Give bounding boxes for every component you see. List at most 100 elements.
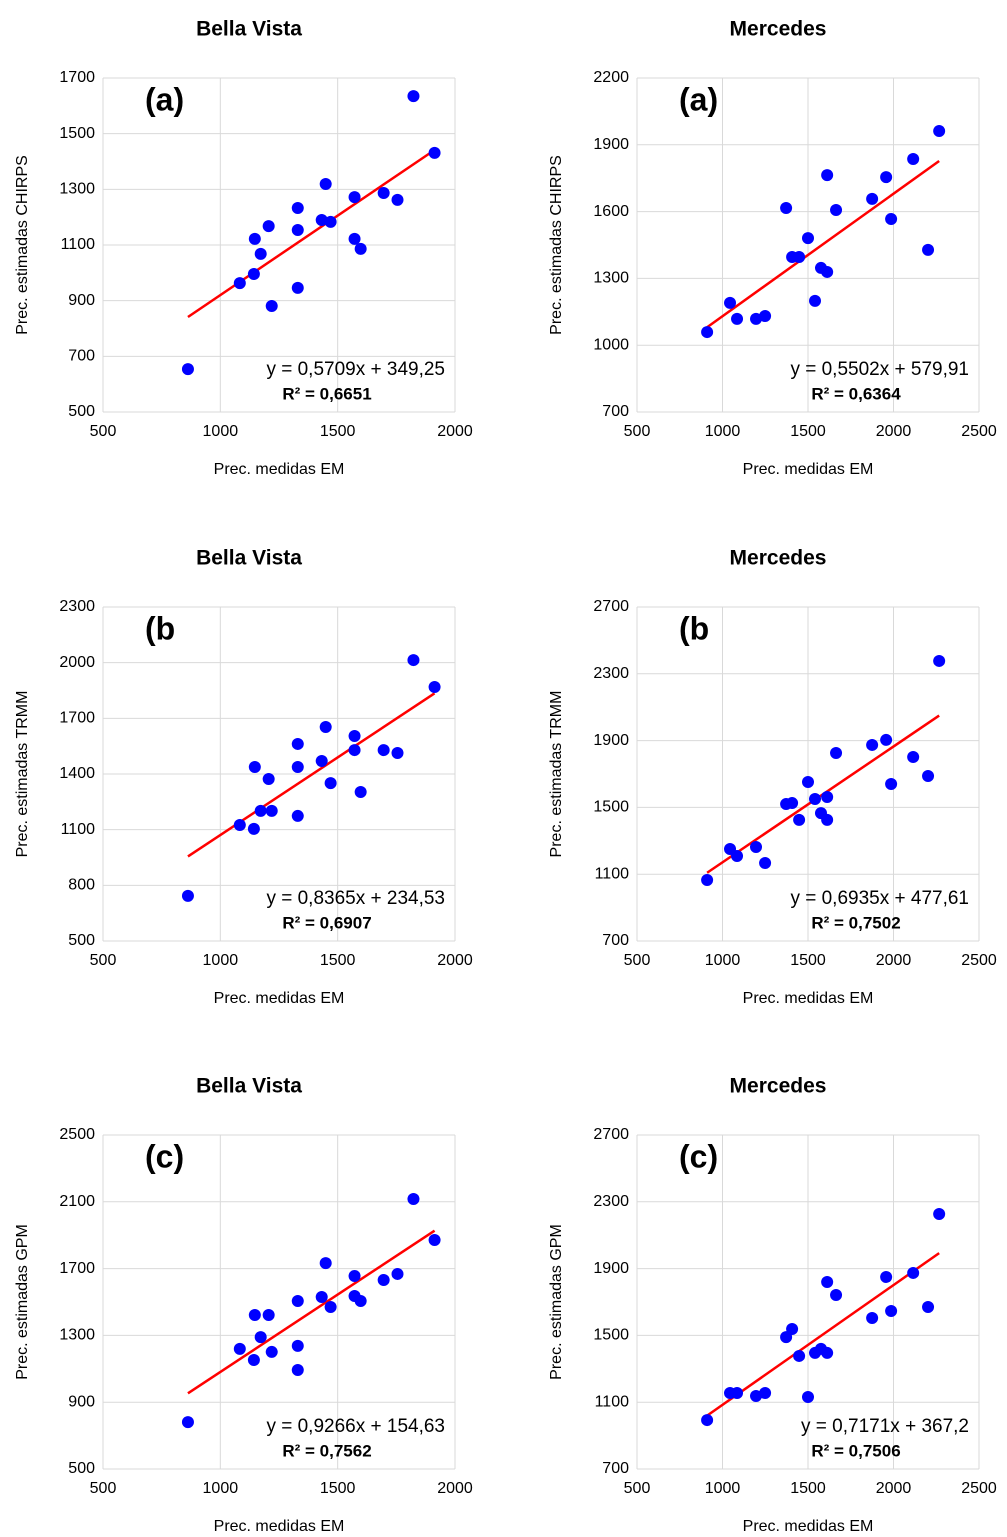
x-tick-label: 1500 — [790, 1480, 826, 1497]
x-axis-label: Prec. medidas EM — [214, 461, 345, 478]
chart-title: Bella Vista — [196, 547, 302, 570]
data-point — [701, 326, 714, 339]
x-tick-label: 500 — [90, 423, 117, 440]
trend-equation: y = 0,6935x + 477,61 — [790, 888, 969, 909]
y-tick-label: 1900 — [593, 732, 629, 749]
data-point — [759, 857, 772, 870]
y-tick-label: 700 — [602, 932, 629, 949]
x-tick-label: 2000 — [437, 1480, 473, 1497]
data-point — [701, 874, 714, 887]
data-point — [724, 296, 737, 309]
data-point — [265, 804, 278, 817]
data-point — [793, 251, 806, 264]
data-point — [324, 1301, 337, 1314]
y-tick-label: 1000 — [593, 336, 629, 353]
data-point — [759, 310, 772, 323]
data-point — [821, 813, 834, 826]
r-squared: R² = 0,7502 — [811, 913, 900, 932]
data-point — [248, 760, 261, 773]
y-tick-label: 1600 — [593, 203, 629, 220]
y-tick-label: 1700 — [59, 69, 95, 86]
x-tick-label: 1000 — [203, 952, 239, 969]
x-tick-label: 500 — [624, 952, 651, 969]
data-point — [933, 124, 946, 137]
data-point — [315, 1290, 328, 1303]
data-point — [821, 791, 834, 804]
y-tick-label: 1100 — [595, 1393, 630, 1410]
x-tick-label: 1500 — [320, 1480, 356, 1497]
y-tick-label: 2300 — [59, 598, 95, 615]
x-tick-label: 1000 — [705, 423, 741, 440]
x-tick-label: 2500 — [961, 1480, 997, 1497]
data-point — [354, 242, 367, 255]
data-point — [922, 1301, 935, 1314]
chart-title: Bella Vista — [196, 18, 302, 41]
data-point — [407, 90, 420, 103]
y-axis-label: Prec. estimadas TRMM — [14, 691, 31, 858]
data-point — [377, 1273, 390, 1286]
trendline — [706, 1252, 940, 1417]
data-point — [821, 1275, 834, 1288]
data-point — [254, 804, 267, 817]
data-point — [248, 232, 261, 245]
y-tick-label: 700 — [602, 1460, 629, 1477]
data-point — [291, 201, 304, 214]
trendline — [187, 1229, 436, 1395]
data-point — [291, 281, 304, 294]
data-point — [262, 1309, 275, 1322]
y-tick-label: 500 — [68, 932, 95, 949]
data-point — [348, 744, 361, 757]
x-tick-label: 2500 — [961, 952, 997, 969]
data-point — [291, 1294, 304, 1307]
data-point — [354, 785, 367, 798]
y-tick-label: 2700 — [593, 1126, 629, 1143]
panel-label: (b — [679, 610, 709, 646]
y-tick-label: 700 — [68, 348, 95, 365]
x-axis-label: Prec. medidas EM — [214, 1518, 345, 1535]
data-point — [391, 193, 404, 206]
data-point — [319, 178, 332, 191]
data-point — [291, 223, 304, 236]
x-tick-label: 2000 — [876, 423, 912, 440]
y-tick-label: 1700 — [59, 1260, 95, 1277]
data-point — [315, 213, 328, 226]
x-tick-label: 1500 — [320, 423, 356, 440]
data-point — [907, 1266, 920, 1279]
data-point — [802, 232, 814, 245]
y-tick-label: 2100 — [59, 1193, 95, 1210]
data-point — [391, 747, 404, 760]
y-tick-label: 800 — [68, 877, 95, 894]
y-tick-label: 1100 — [595, 865, 630, 882]
data-point — [907, 153, 920, 166]
x-tick-label: 1000 — [705, 952, 741, 969]
x-tick-label: 1000 — [203, 1480, 239, 1497]
data-point — [731, 1387, 744, 1400]
chart-title: Mercedes — [730, 18, 827, 41]
trend-equation: y = 0,9266x + 154,63 — [266, 1416, 445, 1437]
data-point — [254, 1331, 267, 1344]
y-tick-label: 1500 — [593, 1327, 629, 1344]
data-point — [407, 1192, 420, 1205]
y-tick-label: 2200 — [593, 69, 629, 86]
y-tick-label: 1700 — [59, 710, 95, 727]
data-point — [233, 1342, 246, 1355]
data-point — [377, 744, 390, 757]
y-tick-label: 2300 — [593, 1193, 629, 1210]
x-axis-label: Prec. medidas EM — [743, 990, 874, 1007]
data-point — [802, 1391, 814, 1404]
x-tick-label: 1000 — [203, 423, 239, 440]
y-tick-label: 1900 — [593, 1260, 629, 1277]
panel-label: (c) — [679, 1138, 718, 1174]
data-point — [786, 797, 799, 810]
x-tick-label: 500 — [624, 423, 651, 440]
data-point — [348, 232, 361, 245]
data-point — [866, 192, 879, 205]
data-point — [759, 1387, 772, 1400]
y-tick-label: 1300 — [59, 1327, 95, 1344]
y-axis-label: Prec. estimadas TRMM — [548, 691, 565, 858]
data-point — [866, 1312, 879, 1325]
data-point — [348, 729, 361, 742]
data-point — [880, 733, 893, 746]
data-point — [933, 1207, 946, 1220]
y-tick-label: 1500 — [59, 125, 95, 142]
